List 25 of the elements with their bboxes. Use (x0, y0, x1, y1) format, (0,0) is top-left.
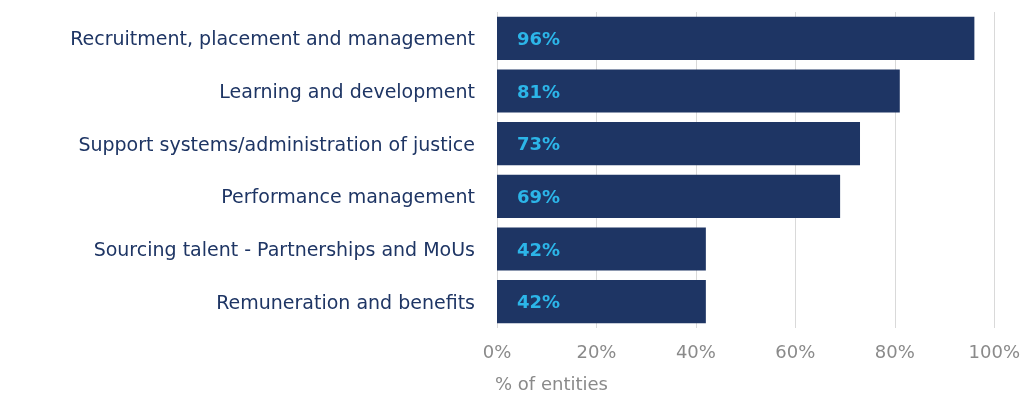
x-tick-label: 80% (874, 340, 915, 362)
y-tick-label: Recruitment, placement and management (70, 27, 475, 50)
bar (497, 280, 706, 324)
data-label: 42% (517, 291, 561, 313)
data-label: 42% (517, 238, 561, 260)
x-tick-label: 40% (675, 340, 716, 362)
x-tick-label: 60% (775, 340, 816, 362)
data-label: 96% (517, 27, 561, 49)
y-tick-label: Learning and development (219, 80, 475, 102)
y-tick-label: Sourcing talent - Partnerships and MoUs (93, 238, 475, 260)
y-tick-label: Performance management (221, 185, 475, 208)
data-label: 73% (517, 133, 561, 155)
x-tick-label: 100% (968, 340, 1020, 362)
bar (497, 174, 841, 218)
x-tick-label: 0% (482, 340, 512, 362)
data-label: 69% (517, 185, 561, 207)
bar (497, 69, 900, 113)
x-tick-label: 20% (576, 340, 617, 362)
y-tick-label: Support systems/administration of justice (78, 132, 475, 155)
y-tick-label: Remuneration and benefits (216, 290, 475, 313)
bar (497, 122, 861, 166)
data-label: 81% (517, 80, 561, 102)
bar (497, 227, 706, 271)
bar (497, 16, 975, 60)
x-axis-title: % of entities (495, 372, 608, 394)
